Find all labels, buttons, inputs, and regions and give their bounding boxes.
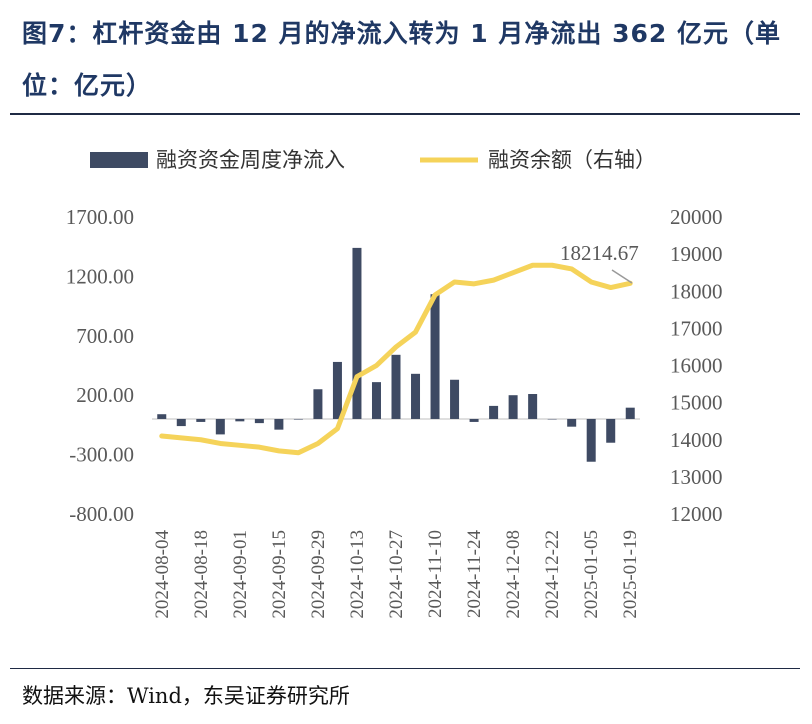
- right-tick-label: 20000: [670, 205, 723, 229]
- x-tick-label: 2024-09-01: [230, 530, 251, 619]
- left-tick-label: 700.00: [76, 324, 134, 348]
- x-tick-label: 2024-11-10: [425, 530, 446, 618]
- bar: [469, 418, 479, 422]
- legend-line-label: 融资余额（右轴）: [488, 148, 656, 172]
- bar: [274, 418, 284, 430]
- left-tick-label: 1700.00: [66, 205, 134, 229]
- x-tick-label: 2024-11-24: [464, 530, 485, 618]
- annotation-label: 18214.67: [560, 241, 639, 265]
- right-axis: 20000 19000 18000 17000 16000 15000 14000 13000…: [670, 205, 723, 526]
- bar: [352, 247, 362, 419]
- bar: [215, 418, 225, 435]
- bar: [371, 382, 381, 419]
- left-tick-label: -800.00: [69, 502, 134, 526]
- bar: [391, 354, 401, 419]
- right-tick-label: 17000: [670, 316, 723, 340]
- x-tick-label: 2025-01-19: [620, 530, 641, 619]
- x-tick-label: 2024-12-08: [503, 530, 524, 619]
- bar: [606, 418, 616, 443]
- bar: [528, 394, 538, 419]
- bar: [411, 373, 421, 419]
- x-tick-label: 2024-10-13: [347, 530, 368, 619]
- right-tick-label: 15000: [670, 391, 723, 415]
- balance-line: [159, 262, 633, 456]
- bar: [332, 361, 342, 419]
- x-tick-label: 2024-08-04: [152, 530, 173, 619]
- x-tick-label: 2024-08-18: [191, 530, 212, 619]
- chart-title: 图7：杠杆资金由 12 月的净流入转为 1 月净流出 362 亿元（单位：亿元）: [22, 19, 781, 100]
- x-tick-label: 2024-09-15: [269, 530, 290, 619]
- bar: [313, 389, 323, 419]
- bar: [508, 395, 518, 419]
- right-tick-label: 18000: [670, 279, 723, 303]
- x-tick-label: 2024-09-29: [308, 530, 329, 619]
- bar: [586, 418, 596, 462]
- right-tick-label: 14000: [670, 428, 723, 452]
- bar: [176, 418, 186, 427]
- right-tick-label: 16000: [670, 354, 723, 378]
- bar: [547, 418, 557, 420]
- bar: [196, 418, 206, 422]
- legend-bar-swatch: [90, 152, 148, 168]
- x-tick-label: 2025-01-05: [581, 530, 602, 619]
- bar: [235, 418, 245, 422]
- bar: [567, 418, 577, 427]
- bar: [625, 407, 635, 419]
- x-tick-label: 2024-12-22: [542, 530, 563, 619]
- bar: [489, 405, 499, 419]
- chart: 融资资金周度净流入 融资余额（右轴） 1700.00 1200.00 700.00 2…: [66, 148, 723, 619]
- bottom-rule: [10, 668, 800, 669]
- bar: [157, 414, 167, 419]
- right-tick-label: 12000: [670, 502, 723, 526]
- x-axis: 2024-08-04 2024-08-18 2024-09-01 2024-09-15…: [152, 530, 641, 619]
- x-tick-label: 2024-10-27: [386, 530, 407, 619]
- left-tick-label: 200.00: [76, 383, 134, 407]
- right-tick-label: 13000: [670, 465, 723, 489]
- left-axis: 1700.00 1200.00 700.00 200.00 -300.00 -800.00: [66, 205, 134, 526]
- left-tick-label: -300.00: [69, 443, 134, 467]
- bar: [293, 418, 303, 420]
- source-note: 数据来源：Wind，东吴证券研究所: [22, 684, 350, 708]
- annotation-leader: [611, 269, 633, 284]
- bar: [254, 418, 264, 424]
- bar: [450, 379, 460, 419]
- bar-series: [157, 247, 635, 462]
- legend-bar-label: 融资资金周度净流入: [156, 148, 345, 172]
- left-tick-label: 1200.00: [66, 264, 134, 288]
- right-tick-label: 19000: [670, 242, 723, 266]
- top-rule: [10, 113, 800, 115]
- bar: [430, 294, 440, 419]
